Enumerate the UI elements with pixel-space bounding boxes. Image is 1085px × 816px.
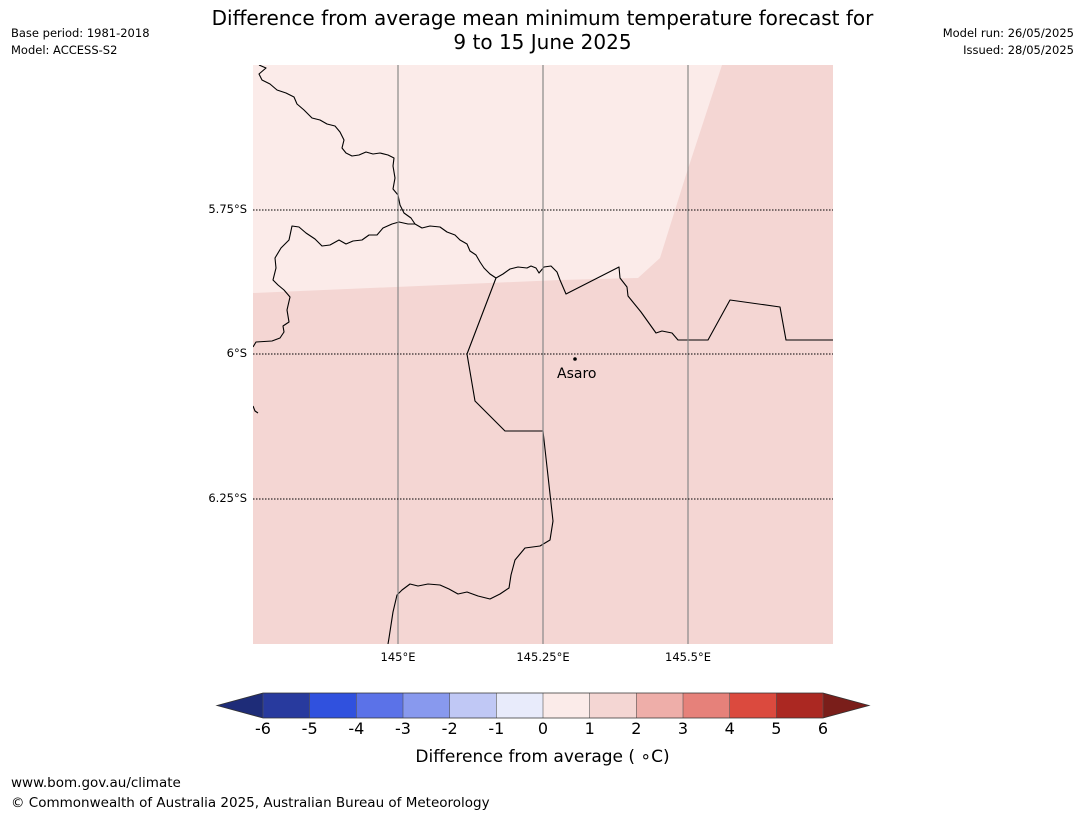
title-line-2: 9 to 15 June 2025 [453,30,632,54]
colorbar-swatch [729,693,777,718]
colorbar-swatch [263,693,311,718]
footer-url: www.bom.gov.au/climate [11,775,181,791]
lat-label-5-75s: 5.75°S [208,202,247,216]
meta-left: Base period: 1981-2018 Model: ACCESS-S2 [11,25,150,59]
colorbar-tick-label: 3 [677,719,689,738]
colorbar-over-arrow [823,693,869,718]
graticule [253,65,833,644]
lon-label-145-25e: 145.25°E [516,650,570,664]
west-edge-fragment [253,405,259,414]
colorbar-tick-label: 4 [724,719,735,738]
colorbar-under-arrow [217,693,263,718]
colorbar-title: Difference from average ( ∘C) [415,747,670,767]
colorbar-tick-label: -1 [488,719,505,738]
title-line-1: Difference from average mean minimum tem… [211,6,874,30]
colorbar-tick-label: -5 [301,719,318,738]
model-text: Model: ACCESS-S2 [11,43,118,57]
colorbar-tick-label: -4 [348,719,365,738]
anomaly-region-0-to-1 [253,65,722,293]
southern-border-line [387,277,554,644]
model-run-text: Model run: 26/05/2025 [942,26,1074,40]
colorbar-swatch [403,693,451,718]
colorbar-swatch [589,693,637,718]
lat-label-6s: 6°S [226,346,247,360]
issued-text: Issued: 28/05/2025 [963,43,1074,57]
colorbar-swatch [683,693,731,718]
ridge-border-line [414,223,833,341]
colorbar-tick-label: 5 [771,719,782,738]
asaro-marker [573,357,577,361]
colorbar-swatch [309,693,357,718]
asaro-label: Asaro [557,366,596,382]
colorbar-tick-label: 0 [537,719,549,738]
colorbar-swatch [356,693,404,718]
colorbar-outline [215,692,871,719]
meta-right: Model run: 26/05/2025 Issued: 28/05/2025 [943,25,1074,59]
colorbar-swatch [543,693,591,718]
colorbar-tick-label: 2 [631,719,642,738]
colorbar-tick-label: 1 [584,719,595,738]
colorbar-tick-label: 6 [817,719,829,738]
colorbar-swatch [776,693,824,718]
colorbar-tick-label: -3 [395,719,411,738]
colorbar-swatch [449,693,497,718]
lon-label-145-5e: 145.5°E [665,650,711,664]
lat-label-6-25s: 6.25°S [208,491,247,505]
footer-copyright: © Commonwealth of Australia 2025, Austra… [11,795,490,811]
colorbar-tick-label: -2 [441,719,458,738]
base-period-text: Base period: 1981-2018 [11,26,150,40]
colorbar-swatch [636,693,684,718]
colorbar-swatch [496,693,544,718]
colorbar [215,692,871,719]
map-panel: Asaro [253,65,833,644]
colorbar-tick-label: -6 [255,719,271,738]
border-lines [253,65,833,644]
page-title: Difference from average mean minimum tem… [0,6,1085,54]
lon-label-145e: 145°E [380,650,416,664]
